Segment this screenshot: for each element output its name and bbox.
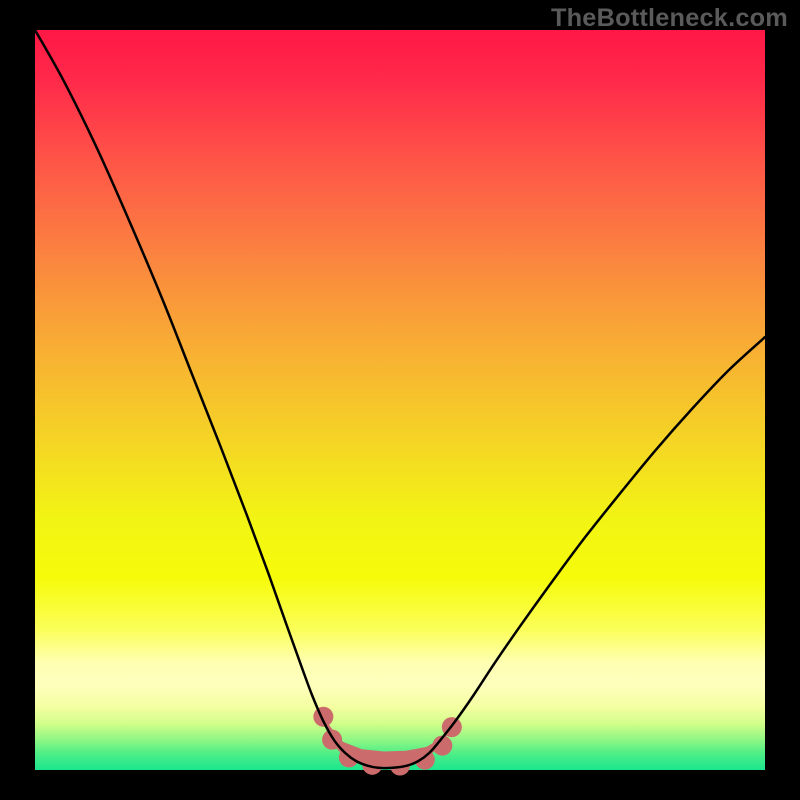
bottleneck-chart (0, 0, 800, 800)
chart-stage: TheBottleneck.com (0, 0, 800, 800)
watermark-text: TheBottleneck.com (551, 4, 788, 33)
blob-dot (415, 750, 435, 770)
plot-background (35, 30, 765, 770)
